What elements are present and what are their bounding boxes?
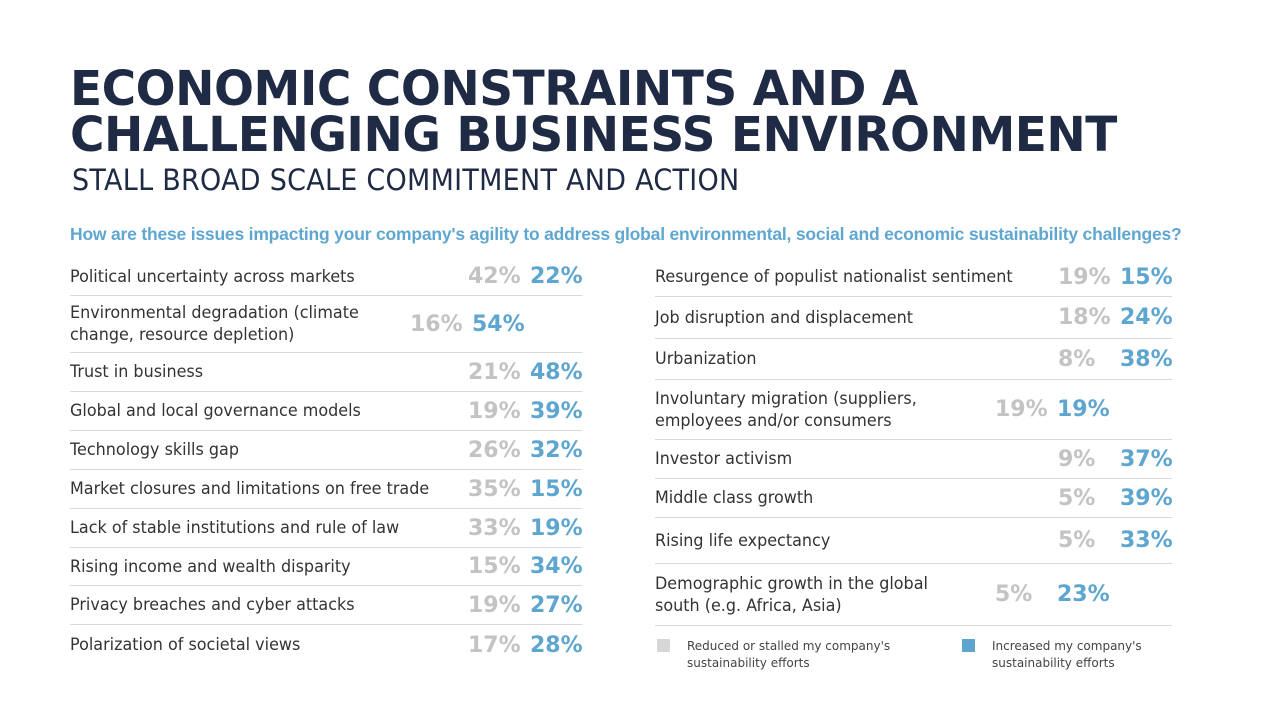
reduced-value: 19% <box>468 398 521 424</box>
right-issue-row: Urbanization 8% 38% <box>655 339 1173 380</box>
increased-value: 34% <box>530 554 583 579</box>
issue-label: Environmental degradation (climate chang… <box>70 303 359 345</box>
issue-label: Political uncertainty across markets <box>70 266 355 287</box>
right-issue-row: Rising life expectancy 5% 33% <box>655 518 1173 564</box>
issue-label: Job disruption and displacement <box>655 307 914 328</box>
page-title: ECONOMIC CONSTRAINTS AND A CHALLENGING B… <box>70 61 1117 163</box>
survey-question: How are these issues impacting your comp… <box>70 224 1182 244</box>
reduced-value: 8% <box>1058 346 1096 372</box>
left-issue-row: Global and local governance models 19% 39% <box>70 392 583 431</box>
issue-label: Polarization of societal views <box>70 635 301 655</box>
reduced-value: 18% <box>1058 305 1111 330</box>
increased-value: 22% <box>530 264 583 289</box>
increased-value: 32% <box>530 437 583 463</box>
legend-reduced: Reduced or stalled my company's sustaina… <box>657 638 902 672</box>
increased-value: 28% <box>530 632 583 658</box>
left-issue-row: Environmental degradation (climate chang… <box>70 296 582 353</box>
issue-label: Global and local governance models <box>70 401 361 421</box>
issue-label: Technology skills gap <box>70 440 239 460</box>
reduced-value: 26% <box>468 437 521 463</box>
increased-value: 48% <box>530 359 583 385</box>
issue-label: Rising income and wealth disparity <box>70 556 351 577</box>
reduced-value: 42% <box>468 264 521 289</box>
right-issue-row: Involuntary migration (suppliers, employ… <box>655 380 1172 440</box>
issue-label: Urbanization <box>655 349 757 369</box>
left-issue-row: Lack of stable institutions and rule of … <box>70 509 583 548</box>
right-issue-row: Middle class growth 5% 39% <box>655 479 1173 518</box>
issue-label: Trust in business <box>70 362 204 382</box>
reduced-value: 19% <box>468 592 521 618</box>
page-subtitle: STALL BROAD SCALE COMMITMENT AND ACTION <box>72 163 740 197</box>
issue-label: Middle class growth <box>655 488 814 508</box>
left-issue-row: Rising income and wealth disparity 15% 34% <box>70 548 583 586</box>
legend-increased-swatch <box>962 639 975 652</box>
left-issue-row: Privacy breaches and cyber attacks 19% 27% <box>70 586 583 625</box>
right-issue-row: Resurgence of populist nationalist senti… <box>655 258 1173 297</box>
increased-value: 33% <box>1120 528 1173 553</box>
title-line-1: ECONOMIC CONSTRAINTS AND A <box>70 61 918 117</box>
reduced-value: 15% <box>468 554 521 579</box>
increased-value: 19% <box>1057 397 1110 422</box>
increased-value: 39% <box>530 398 583 424</box>
reduced-value: 35% <box>468 476 521 502</box>
right-issue-row: Investor activism 9% 37% <box>655 440 1173 479</box>
increased-value: 19% <box>530 515 583 541</box>
legend-reduced-label: Reduced or stalled my company's sustaina… <box>687 639 891 670</box>
right-issue-row: Job disruption and displacement 18% 24% <box>655 297 1173 339</box>
increased-value: 23% <box>1057 582 1110 607</box>
increased-value: 24% <box>1120 305 1173 330</box>
increased-value: 54% <box>472 311 525 337</box>
issue-label: Privacy breaches and cyber attacks <box>70 595 355 615</box>
title-line-2: CHALLENGING BUSINESS ENVIRONMENT <box>70 107 1117 163</box>
reduced-value: 19% <box>995 397 1048 422</box>
reduced-value: 5% <box>995 582 1033 607</box>
reduced-value: 5% <box>1058 485 1096 511</box>
issue-label: Demographic growth in the global south (… <box>655 573 928 616</box>
reduced-value: 19% <box>1058 264 1111 290</box>
increased-value: 15% <box>530 476 583 502</box>
left-issue-row: Political uncertainty across markets 42% 2… <box>70 258 583 296</box>
left-issue-row: Market closures and limitations on free … <box>70 470 583 509</box>
issue-label: Resurgence of populist nationalist senti… <box>655 267 1013 287</box>
issue-label: Investor activism <box>655 449 793 469</box>
left-issue-row: Polarization of societal views 17% 28% <box>70 625 583 665</box>
issue-label: Rising life expectancy <box>655 530 831 551</box>
reduced-value: 33% <box>468 515 521 541</box>
right-issue-row: Demographic growth in the global south (… <box>655 564 1172 626</box>
increased-value: 15% <box>1120 264 1173 290</box>
legend-increased-label: Increased my company's sustainability ef… <box>992 639 1142 670</box>
left-issue-row: Trust in business 21% 48% <box>70 353 583 392</box>
increased-value: 39% <box>1120 485 1173 511</box>
reduced-value: 9% <box>1058 446 1096 472</box>
increased-value: 37% <box>1120 446 1173 472</box>
increased-value: 38% <box>1120 346 1173 372</box>
reduced-value: 21% <box>468 359 521 385</box>
legend-reduced-swatch <box>657 639 670 652</box>
left-issue-row: Technology skills gap 26% 32% <box>70 431 583 470</box>
issue-label: Involuntary migration (suppliers, employ… <box>655 388 917 431</box>
legend-increased: Increased my company's sustainability ef… <box>962 638 1152 672</box>
issue-label: Lack of stable institutions and rule of … <box>70 518 400 538</box>
reduced-value: 17% <box>468 632 521 658</box>
reduced-value: 16% <box>410 311 463 337</box>
issue-label: Market closures and limitations on free … <box>70 479 430 499</box>
reduced-value: 5% <box>1058 528 1096 553</box>
increased-value: 27% <box>530 592 583 618</box>
